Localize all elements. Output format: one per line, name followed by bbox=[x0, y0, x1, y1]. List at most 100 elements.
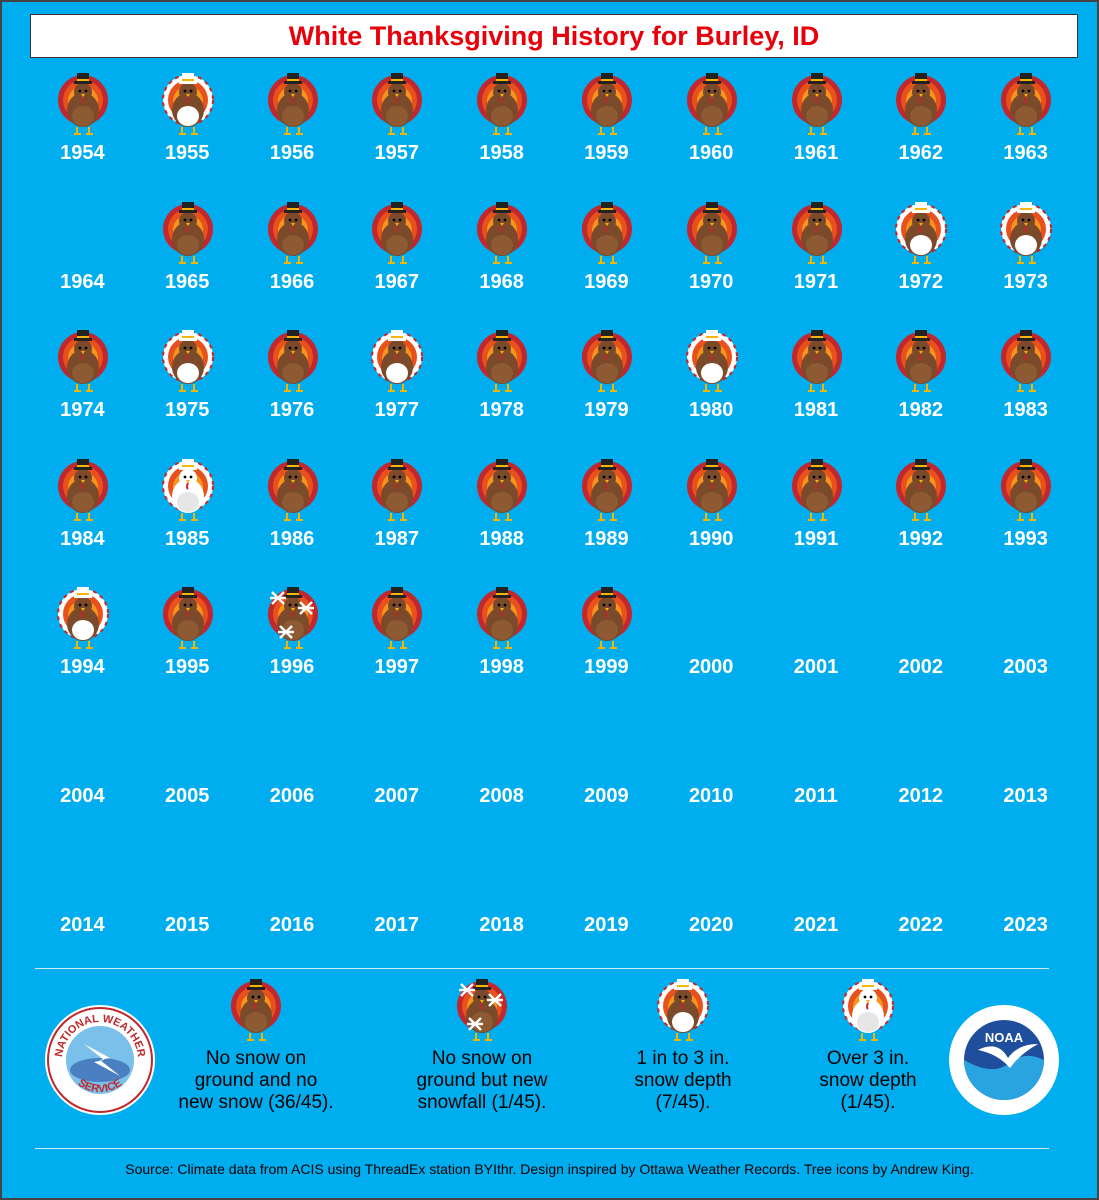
year-cell: 1966 bbox=[240, 201, 345, 321]
year-label: 1989 bbox=[584, 527, 629, 550]
turkey-icon bbox=[685, 201, 739, 267]
year-label: 2009 bbox=[584, 785, 629, 807]
year-cell: 1976 bbox=[240, 329, 345, 449]
year-label: 1990 bbox=[688, 527, 734, 550]
year-label: 2018 bbox=[479, 913, 524, 936]
noaa-logo-text: NOAA bbox=[985, 1030, 1024, 1045]
year-label: 2008 bbox=[479, 785, 524, 807]
year-label: 2016 bbox=[269, 913, 315, 936]
year-label: 1983 bbox=[1003, 399, 1048, 422]
year-label: 2004 bbox=[60, 785, 105, 807]
year-label: 1958 bbox=[479, 142, 524, 164]
year-cell: 2019 bbox=[554, 844, 659, 964]
legend-text-line: snow depth bbox=[819, 1070, 917, 1091]
year-cell: 1962 bbox=[868, 72, 973, 192]
year-label: 2011 bbox=[794, 785, 838, 807]
year-label: 2022 bbox=[898, 913, 944, 936]
year-cell: 1993 bbox=[973, 458, 1078, 578]
svg-text:SERVICE: SERVICE bbox=[76, 1077, 124, 1095]
year-label: 2010 bbox=[688, 785, 734, 807]
year-cell: 2023 bbox=[973, 844, 1078, 964]
year-cell: 1999 bbox=[554, 586, 659, 706]
turkey-icon bbox=[790, 201, 844, 267]
year-cell: 1985 bbox=[135, 458, 240, 578]
year-cell: 2004 bbox=[30, 715, 135, 835]
year-cell: 1971 bbox=[764, 201, 869, 321]
turkey-icon bbox=[999, 458, 1053, 524]
year-label: 2020 bbox=[688, 913, 734, 936]
year-label: 2001 bbox=[793, 656, 839, 679]
year-label: 2012 bbox=[898, 785, 944, 807]
year-label: 2006 bbox=[269, 785, 315, 807]
year-label: 1961 bbox=[793, 142, 839, 164]
turkey-icon bbox=[56, 458, 110, 524]
legend-text-line: (7/45). bbox=[655, 1092, 711, 1113]
year-cell: 1958 bbox=[449, 72, 554, 192]
year-label: 1992 bbox=[898, 527, 944, 550]
year-label: 2014 bbox=[60, 913, 105, 936]
year-cell: 1982 bbox=[868, 329, 973, 449]
nws-logo: NATIONAL WEATHER SERVICE bbox=[44, 1004, 156, 1116]
year-cell: 1983 bbox=[973, 329, 1078, 449]
year-label: 1994 bbox=[60, 656, 105, 679]
divider-bottom bbox=[35, 1148, 1049, 1149]
year-cell: 1970 bbox=[659, 201, 764, 321]
year-label: 1976 bbox=[269, 399, 315, 422]
year-label: 1974 bbox=[60, 399, 105, 422]
year-label: 1965 bbox=[164, 270, 210, 293]
year-cell: 1988 bbox=[449, 458, 554, 578]
turkey-icon bbox=[266, 458, 320, 524]
year-label: 2015 bbox=[164, 913, 210, 936]
year-cell: 2010 bbox=[659, 715, 764, 835]
year-cell: 1987 bbox=[344, 458, 449, 578]
year-cell: 1998 bbox=[449, 586, 554, 706]
year-cell: 1964 bbox=[30, 201, 135, 321]
year-label: 2023 bbox=[1003, 913, 1048, 936]
year-cell: 1980 bbox=[659, 329, 764, 449]
year-cell: 2014 bbox=[30, 844, 135, 964]
year-label: 1973 bbox=[1003, 270, 1048, 293]
year-cell: 2017 bbox=[344, 844, 449, 964]
turkey-icon bbox=[580, 586, 634, 652]
turkey-icon bbox=[894, 72, 948, 138]
turkey-icon bbox=[56, 329, 110, 395]
turkey-icon bbox=[894, 201, 948, 267]
legend-item: No snow on ground but new snowfall (1/45). bbox=[382, 978, 582, 1114]
year-cell: 1977 bbox=[344, 329, 449, 449]
turkey-icon bbox=[999, 329, 1053, 395]
year-cell: 2005 bbox=[135, 715, 240, 835]
year-label: 2005 bbox=[164, 785, 210, 807]
year-label: 1998 bbox=[479, 656, 524, 679]
legend-text-line: snowfall (1/45). bbox=[417, 1092, 547, 1113]
turkey-icon bbox=[999, 72, 1053, 138]
year-label: 1967 bbox=[374, 270, 420, 293]
year-cell: 1975 bbox=[135, 329, 240, 449]
turkey-icon bbox=[580, 329, 634, 395]
divider-top bbox=[35, 968, 1049, 969]
year-cell: 1960 bbox=[659, 72, 764, 192]
year-cell: 1984 bbox=[30, 458, 135, 578]
legend-text-line: snow depth bbox=[634, 1070, 732, 1091]
turkey-icon bbox=[370, 201, 424, 267]
year-cell: 2001 bbox=[764, 586, 869, 706]
legend-text-line: ground and no bbox=[194, 1070, 318, 1091]
year-label: 1959 bbox=[584, 142, 629, 164]
year-label: 1980 bbox=[688, 399, 734, 422]
turkey-icon bbox=[580, 458, 634, 524]
turkey-icon bbox=[841, 978, 895, 1044]
turkey-icon bbox=[894, 458, 948, 524]
year-label: 1970 bbox=[688, 270, 734, 293]
year-cell: 1989 bbox=[554, 458, 659, 578]
year-label: 1988 bbox=[479, 527, 524, 550]
year-label: 2002 bbox=[898, 656, 944, 679]
year-label: 1978 bbox=[479, 399, 524, 422]
year-cell: 1963 bbox=[973, 72, 1078, 192]
year-label: 1995 bbox=[164, 656, 210, 679]
year-cell: 1965 bbox=[135, 201, 240, 321]
year-cell: 1990 bbox=[659, 458, 764, 578]
turkey-icon bbox=[475, 458, 529, 524]
year-cell: 2018 bbox=[449, 844, 554, 964]
year-label: 1963 bbox=[1003, 142, 1048, 164]
year-label: 2013 bbox=[1003, 785, 1048, 807]
turkey-icon bbox=[370, 586, 424, 652]
